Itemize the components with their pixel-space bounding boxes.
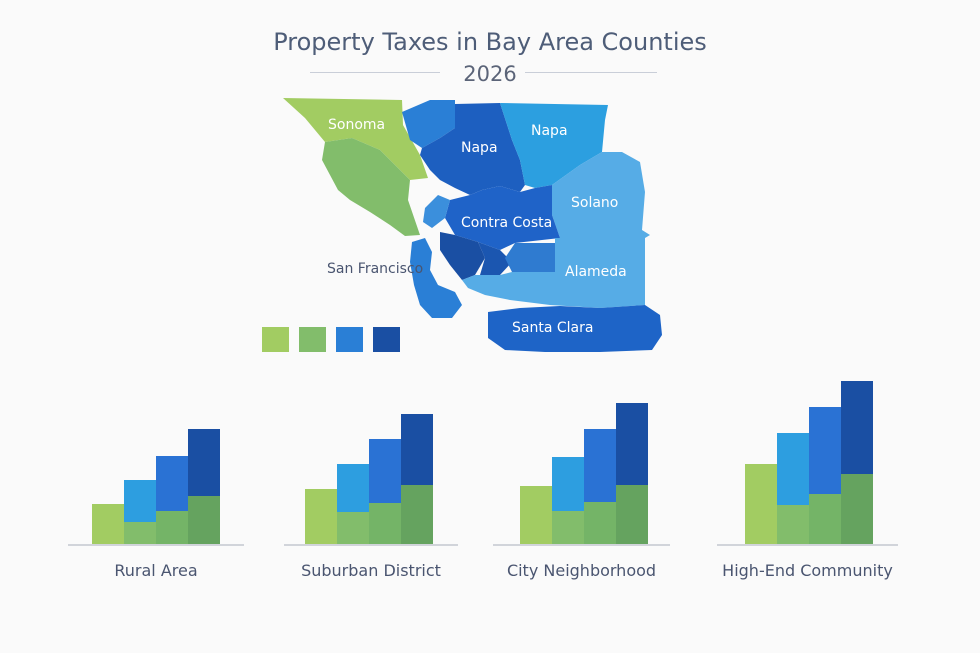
map-label-sonoma: Sonoma xyxy=(328,117,385,133)
county-marin xyxy=(322,138,420,236)
bar-lower-city-3 xyxy=(584,502,616,544)
bar-lower-high-end-4 xyxy=(841,474,873,544)
map-label-solano: Solano xyxy=(571,195,618,211)
county-contra-costa xyxy=(445,185,560,250)
bar-lower-rural-3 xyxy=(156,511,188,544)
county-san-francisco xyxy=(410,238,462,318)
bar-lower-city-2 xyxy=(552,511,584,544)
bar-lower-rural-2 xyxy=(124,522,156,544)
bar-high-end-1 xyxy=(745,464,777,544)
map-label-santa-clara: Santa Clara xyxy=(512,320,593,336)
county-inner-square xyxy=(505,243,555,272)
bar-rural-1 xyxy=(92,504,124,544)
title-rule-right xyxy=(525,72,657,73)
bar-lower-high-end-3 xyxy=(809,494,841,544)
map-label-alameda: Alameda xyxy=(565,264,627,280)
group-label-high-end: High-End Community xyxy=(722,561,893,580)
county-sonoma xyxy=(283,98,428,180)
title-rule-left xyxy=(310,72,440,73)
map-label-napa-sky: Napa xyxy=(531,123,568,139)
bar-lower-suburban-2 xyxy=(337,512,369,544)
county-lake xyxy=(402,100,455,148)
county-napa-sky xyxy=(500,103,608,188)
map-label-contra-costa: Contra Costa xyxy=(461,215,552,231)
bar-city-1 xyxy=(520,486,552,544)
group-label-suburban: Suburban District xyxy=(301,561,441,580)
bar-lower-rural-4 xyxy=(188,496,220,544)
county-santa-clara xyxy=(488,305,662,352)
bar-lower-high-end-2 xyxy=(777,505,809,544)
map-label-san-francisco: San Francisco xyxy=(327,261,423,277)
legend-swatch-3 xyxy=(336,327,363,352)
bar-lower-suburban-3 xyxy=(369,503,401,544)
bar-suburban-1 xyxy=(305,489,337,544)
group-label-city: City Neighborhood xyxy=(506,561,657,580)
county-solano xyxy=(552,152,650,238)
county-napa-dark xyxy=(420,103,525,195)
legend-swatch-2 xyxy=(299,327,326,352)
bar-lower-suburban-4 xyxy=(401,485,433,544)
county-alameda xyxy=(462,238,645,308)
legend-swatch-4 xyxy=(373,327,400,352)
map-label-napa-dark: Napa xyxy=(461,140,498,156)
group-label-rural: Rural Area xyxy=(114,561,198,580)
chart-subtitle: 2026 xyxy=(463,62,517,86)
chart-title: Property Taxes in Bay Area Counties xyxy=(273,28,707,56)
bar-lower-city-4 xyxy=(616,485,648,544)
county-bay-west xyxy=(423,195,450,228)
legend-swatch-1 xyxy=(262,327,289,352)
county-east-bay-deep xyxy=(440,232,485,280)
county-east-bay-dark xyxy=(478,242,512,275)
